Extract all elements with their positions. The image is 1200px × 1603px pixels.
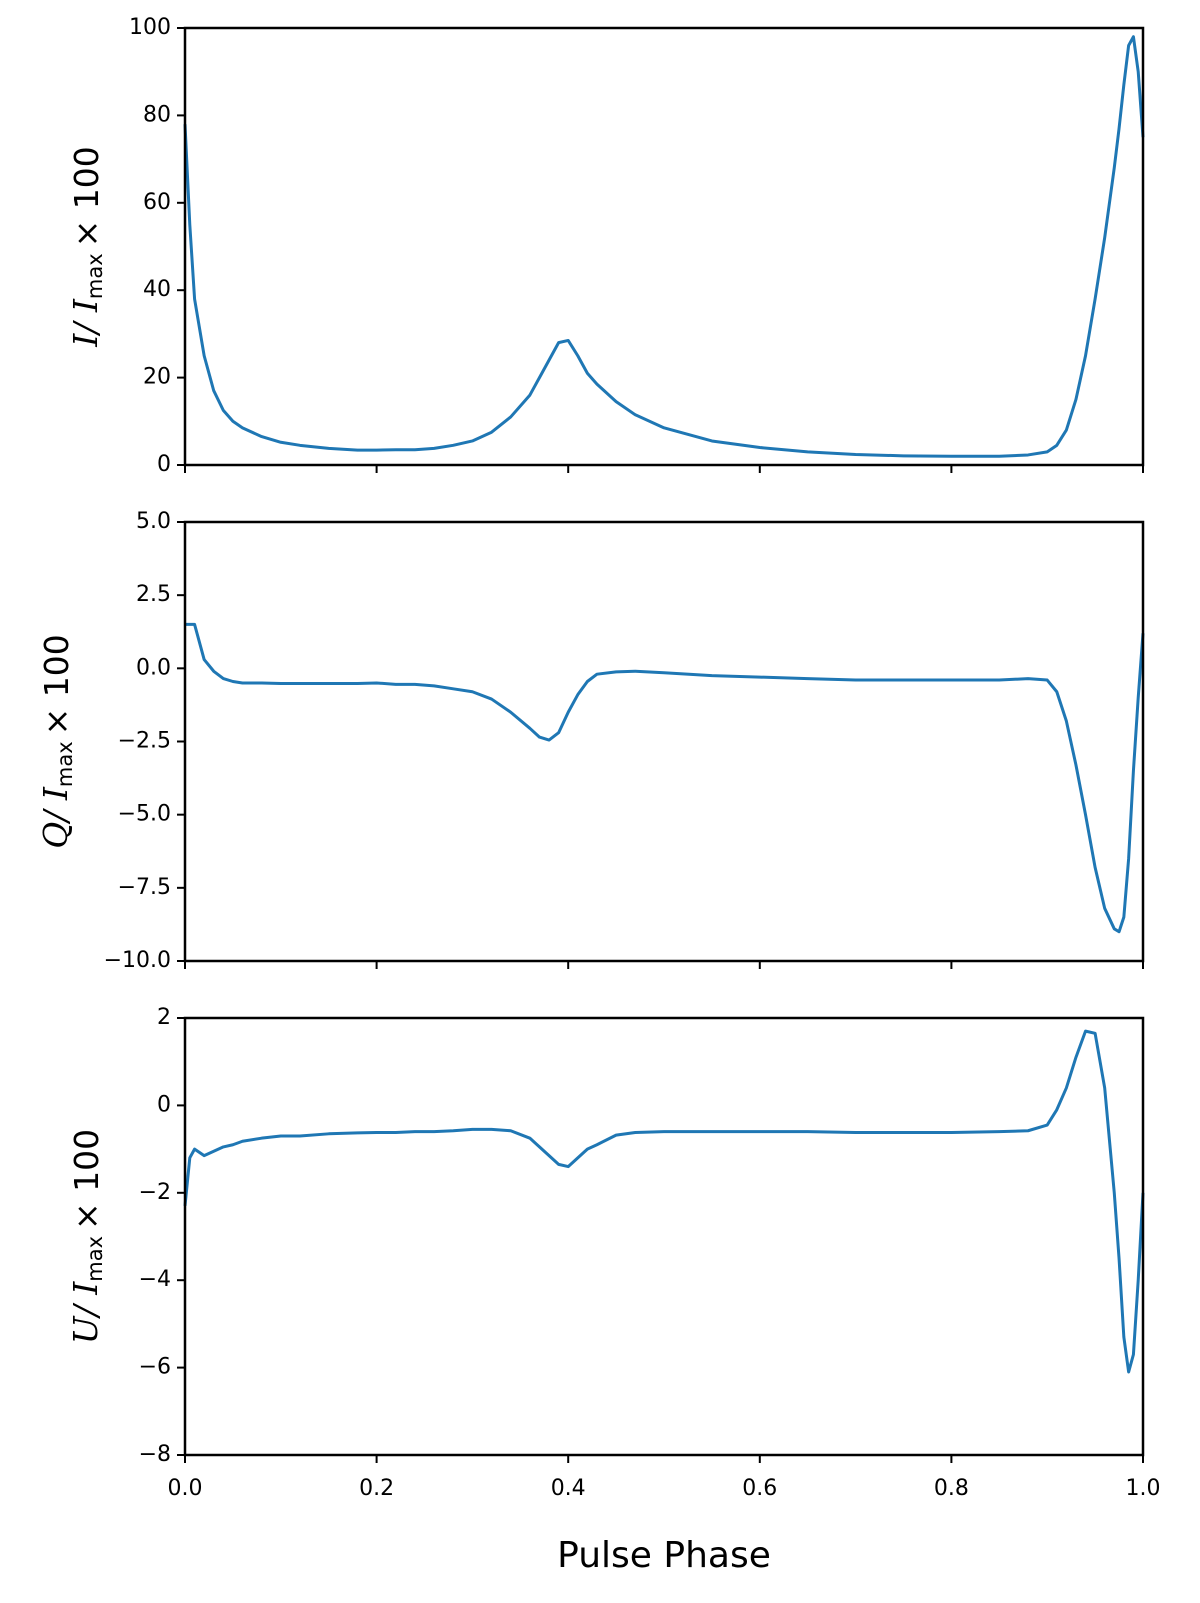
y-label-symbol: U/ I bbox=[66, 1281, 105, 1344]
y-tick-label: 2.5 bbox=[136, 582, 171, 607]
y-axis-label: U/ Imax × 100 bbox=[66, 1129, 107, 1344]
x-tick-label: 0.4 bbox=[551, 1476, 586, 1501]
y-tick-label: 40 bbox=[143, 277, 171, 302]
x-tick-label: 0.6 bbox=[742, 1476, 777, 1501]
data-line bbox=[185, 622, 1145, 934]
y-tick-label: 60 bbox=[143, 190, 171, 215]
y-tick-label: −4 bbox=[139, 1267, 171, 1292]
y-label-rest: × 100 bbox=[67, 146, 106, 247]
data-line bbox=[183, 1029, 1145, 1374]
y-axis-label: I/ Imax × 100 bbox=[66, 146, 107, 348]
y-label-subscript: max bbox=[53, 741, 77, 787]
y-tick-label: −7.5 bbox=[118, 875, 171, 900]
x-tick-label: 1.0 bbox=[1126, 1476, 1161, 1501]
y-label-subscript: max bbox=[83, 253, 107, 299]
axes-frame bbox=[183, 520, 1145, 963]
y-tick-label: −2.5 bbox=[118, 729, 171, 754]
y-label-rest: × 100 bbox=[37, 634, 76, 735]
y-tick-label: 5.0 bbox=[136, 509, 171, 534]
y-axis-label: Q/ Imax × 100 bbox=[36, 634, 77, 849]
x-tick-label: 0.8 bbox=[934, 1476, 969, 1501]
x-tick-label: 0.0 bbox=[168, 1476, 203, 1501]
y-tick-label: −2 bbox=[139, 1180, 171, 1205]
y-tick-label: −5.0 bbox=[118, 802, 171, 827]
y-tick-label: 0 bbox=[157, 1092, 171, 1117]
axes-frame bbox=[183, 1016, 1145, 1457]
y-label-symbol: I/ I bbox=[66, 298, 105, 348]
y-tick-label: −10.0 bbox=[104, 948, 171, 973]
axes-frame bbox=[183, 26, 1145, 467]
y-tick-label: 20 bbox=[143, 365, 171, 390]
x-tick-label: 0.2 bbox=[359, 1476, 394, 1501]
y-tick-label: 0 bbox=[157, 452, 171, 477]
y-tick-label: 80 bbox=[143, 102, 171, 127]
x-axis-label: Pulse Phase bbox=[557, 1535, 771, 1576]
data-line bbox=[183, 35, 1145, 458]
y-tick-label: 0.0 bbox=[136, 655, 171, 680]
y-tick-label: −6 bbox=[139, 1355, 171, 1380]
y-tick-label: −8 bbox=[139, 1442, 171, 1467]
y-label-symbol: Q/ I bbox=[36, 786, 75, 849]
y-tick-label: 2 bbox=[157, 1005, 171, 1030]
y-label-subscript: max bbox=[83, 1236, 107, 1282]
y-tick-label: 100 bbox=[129, 15, 171, 40]
y-label-rest: × 100 bbox=[67, 1129, 106, 1230]
